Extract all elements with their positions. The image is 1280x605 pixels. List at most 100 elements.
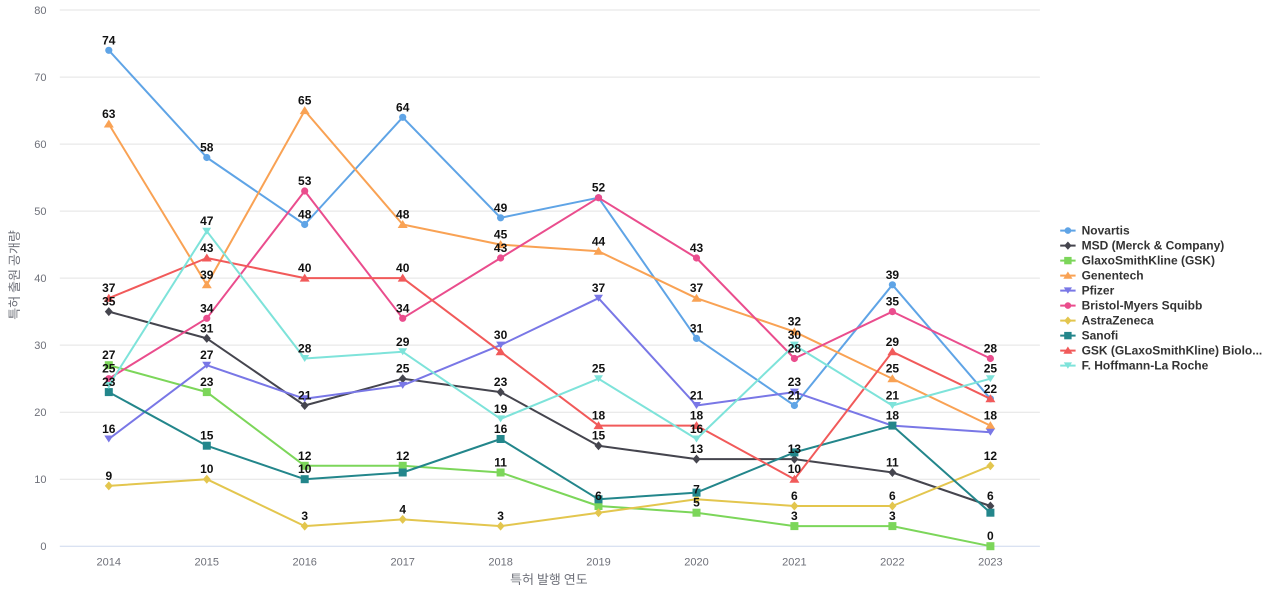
svg-text:31: 31 (690, 321, 704, 335)
svg-text:2016: 2016 (292, 556, 316, 568)
svg-text:4: 4 (399, 502, 406, 516)
svg-text:21: 21 (690, 389, 704, 403)
svg-text:10: 10 (788, 462, 802, 476)
svg-text:43: 43 (200, 241, 214, 255)
svg-text:35: 35 (886, 295, 900, 309)
svg-text:10: 10 (200, 462, 214, 476)
svg-text:3: 3 (301, 509, 308, 523)
svg-text:64: 64 (396, 100, 410, 114)
svg-text:15: 15 (592, 429, 606, 443)
svg-text:2017: 2017 (390, 556, 414, 568)
svg-text:2023: 2023 (978, 556, 1002, 568)
svg-text:Genentech: Genentech (1082, 269, 1144, 283)
svg-text:2019: 2019 (586, 556, 610, 568)
svg-text:6: 6 (889, 489, 896, 503)
svg-text:37: 37 (592, 281, 606, 295)
svg-text:45: 45 (494, 228, 508, 242)
svg-text:18: 18 (984, 409, 998, 423)
svg-text:16: 16 (690, 422, 704, 436)
svg-text:31: 31 (200, 321, 214, 335)
svg-text:16: 16 (494, 422, 508, 436)
svg-text:80: 80 (34, 5, 46, 17)
svg-text:37: 37 (690, 281, 704, 295)
svg-text:11: 11 (886, 456, 899, 470)
svg-text:2021: 2021 (782, 556, 806, 568)
svg-text:32: 32 (788, 315, 802, 329)
svg-text:12: 12 (984, 449, 998, 463)
svg-text:2014: 2014 (97, 556, 121, 568)
svg-text:2015: 2015 (195, 556, 219, 568)
svg-text:30: 30 (34, 340, 46, 352)
svg-text:2020: 2020 (684, 556, 708, 568)
svg-text:37: 37 (102, 281, 116, 295)
svg-text:30: 30 (494, 328, 508, 342)
svg-text:6: 6 (987, 489, 994, 503)
svg-text:22: 22 (984, 382, 998, 396)
svg-text:6: 6 (595, 489, 602, 503)
svg-text:15: 15 (200, 429, 214, 443)
svg-text:25: 25 (886, 362, 900, 376)
svg-text:21: 21 (788, 389, 802, 403)
svg-text:Sanofi: Sanofi (1082, 329, 1119, 343)
svg-text:47: 47 (200, 214, 214, 228)
svg-text:65: 65 (298, 94, 312, 108)
svg-text:28: 28 (984, 342, 998, 356)
svg-text:10: 10 (298, 462, 312, 476)
svg-text:21: 21 (886, 389, 900, 403)
svg-text:10: 10 (34, 474, 46, 486)
svg-text:23: 23 (200, 375, 214, 389)
svg-text:12: 12 (396, 449, 410, 463)
svg-text:39: 39 (200, 268, 214, 282)
svg-text:25: 25 (396, 362, 410, 376)
svg-text:13: 13 (690, 442, 704, 456)
svg-text:35: 35 (102, 295, 116, 309)
svg-text:74: 74 (102, 33, 116, 47)
svg-text:29: 29 (886, 335, 900, 349)
svg-text:19: 19 (494, 402, 508, 416)
svg-text:11: 11 (494, 456, 507, 470)
svg-text:40: 40 (396, 261, 410, 275)
svg-text:25: 25 (102, 362, 116, 376)
svg-text:2018: 2018 (488, 556, 512, 568)
svg-text:43: 43 (690, 241, 704, 255)
svg-text:48: 48 (396, 208, 410, 222)
svg-text:0: 0 (40, 541, 46, 553)
svg-text:44: 44 (592, 234, 606, 248)
svg-text:40: 40 (298, 261, 312, 275)
svg-text:58: 58 (200, 141, 214, 155)
svg-text:43: 43 (494, 241, 508, 255)
svg-text:27: 27 (200, 348, 214, 362)
svg-text:Bristol-Myers Squibb: Bristol-Myers Squibb (1082, 299, 1203, 313)
svg-text:5: 5 (693, 496, 700, 510)
svg-text:34: 34 (200, 301, 214, 315)
svg-text:18: 18 (592, 409, 606, 423)
svg-text:Novartis: Novartis (1082, 224, 1130, 238)
svg-text:6: 6 (791, 489, 798, 503)
svg-text:50: 50 (34, 206, 46, 218)
svg-text:GlaxoSmithKline (GSK): GlaxoSmithKline (GSK) (1082, 254, 1215, 268)
svg-text:48: 48 (298, 208, 312, 222)
svg-text:25: 25 (592, 362, 606, 376)
svg-text:21: 21 (298, 389, 312, 403)
svg-text:Pfizer: Pfizer (1082, 284, 1115, 298)
svg-text:39: 39 (886, 268, 900, 282)
svg-text:0: 0 (987, 529, 994, 543)
svg-text:20: 20 (34, 407, 46, 419)
svg-text:F. Hoffmann-La Roche: F. Hoffmann-La Roche (1082, 359, 1209, 373)
svg-text:23: 23 (788, 375, 802, 389)
svg-text:MSD (Merck & Company): MSD (Merck & Company) (1082, 239, 1225, 253)
svg-text:28: 28 (788, 342, 802, 356)
svg-text:40: 40 (34, 273, 46, 285)
svg-text:AstraZeneca: AstraZeneca (1082, 314, 1154, 328)
svg-text:13: 13 (788, 442, 802, 456)
svg-text:18: 18 (690, 409, 704, 423)
svg-text:18: 18 (886, 409, 900, 423)
svg-text:28: 28 (298, 342, 312, 356)
svg-text:25: 25 (984, 362, 998, 376)
svg-text:3: 3 (791, 509, 798, 523)
svg-text:30: 30 (788, 328, 802, 342)
svg-text:60: 60 (34, 139, 46, 151)
svg-text:34: 34 (396, 301, 410, 315)
svg-text:3: 3 (497, 509, 504, 523)
svg-text:16: 16 (102, 422, 116, 436)
